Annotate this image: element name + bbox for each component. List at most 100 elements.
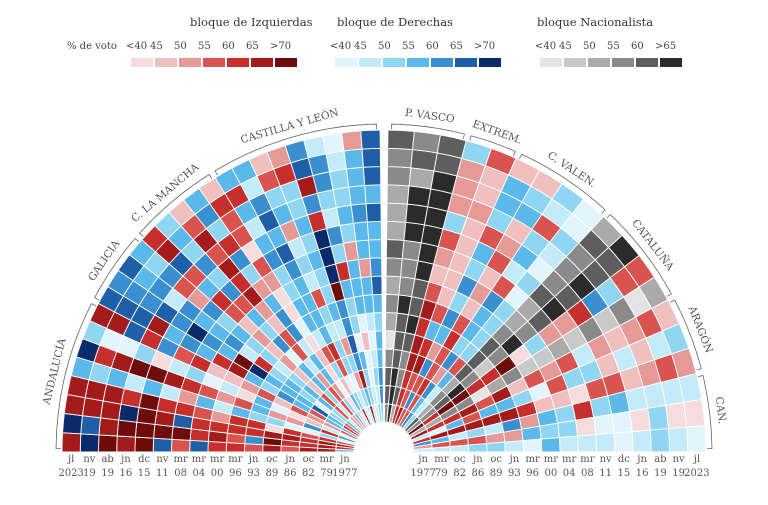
heatmap-cell bbox=[322, 132, 345, 155]
heatmap-cell bbox=[507, 157, 541, 187]
election-month-label: jn bbox=[509, 454, 520, 465]
heatmap-cell bbox=[410, 149, 438, 172]
heatmap-cell bbox=[82, 320, 108, 346]
election-year-label: 15 bbox=[618, 468, 631, 479]
election-labels: jl2023nv19ab19jn16dc15nv11mr08mr04mr00mr… bbox=[58, 454, 709, 479]
election-year-label: 11 bbox=[156, 468, 169, 479]
heatmap-cell bbox=[350, 203, 368, 224]
election-year-label: 15 bbox=[138, 468, 151, 479]
legend-swatch bbox=[407, 58, 429, 67]
legend-vote-label: % de voto bbox=[67, 41, 117, 52]
election-month-label: mr bbox=[434, 454, 448, 465]
heatmap-cell bbox=[370, 275, 383, 296]
heatmap-cell bbox=[386, 220, 407, 241]
heatmap-cell bbox=[374, 330, 384, 350]
heatmap-cell bbox=[373, 312, 383, 332]
heatmap-cell bbox=[335, 204, 355, 227]
election-year-label: 04 bbox=[193, 468, 206, 479]
legend-tick-label: 65 bbox=[246, 41, 259, 52]
election-year-label: 86 bbox=[472, 468, 485, 479]
legend-title-right: bloque de Derechas bbox=[337, 15, 453, 29]
heatmap-cell bbox=[360, 129, 381, 150]
legend-swatch bbox=[155, 58, 177, 67]
region-bracket bbox=[519, 153, 606, 214]
election-month-label: mr bbox=[210, 454, 224, 465]
heatmap-cell bbox=[207, 440, 228, 453]
election-year-label: 89 bbox=[266, 468, 279, 479]
heatmap-cell bbox=[369, 257, 383, 277]
heatmap-cell bbox=[345, 166, 366, 188]
heatmap-cell bbox=[116, 419, 138, 438]
region-label: ANDALUCÍA bbox=[39, 336, 69, 407]
election-month-label: mr bbox=[173, 454, 187, 465]
region-bracket bbox=[214, 123, 378, 176]
heatmap-cell bbox=[98, 417, 120, 437]
heatmap-cell bbox=[355, 239, 371, 260]
election-year-label: 1977 bbox=[410, 468, 435, 479]
election-month-label: jn bbox=[636, 454, 647, 465]
election-month-label: mr bbox=[192, 454, 206, 465]
heatmap-cell bbox=[328, 168, 350, 191]
region-label: ARAGÓN bbox=[685, 303, 716, 355]
election-year-label: 16 bbox=[120, 468, 133, 479]
heatmap-cell bbox=[631, 429, 652, 453]
region-bracket bbox=[697, 374, 713, 450]
heatmap-cell bbox=[629, 407, 651, 433]
legend-swatch bbox=[275, 58, 297, 67]
heatmap-cell bbox=[341, 130, 363, 152]
legend-tick-label: >70 bbox=[474, 41, 496, 52]
legend-swatch bbox=[479, 58, 501, 67]
election-month-label: nv bbox=[600, 454, 612, 465]
heatmap-cell bbox=[214, 167, 242, 194]
election-month-label: jn bbox=[248, 454, 259, 465]
election-month-label: mr bbox=[319, 454, 333, 465]
heatmap-cell bbox=[551, 183, 585, 215]
heatmap-cell bbox=[590, 215, 623, 249]
election-year-label: 93 bbox=[247, 468, 260, 479]
heatmap-cell bbox=[266, 144, 292, 170]
region-bracket bbox=[670, 299, 702, 371]
election-month-label: mr bbox=[544, 454, 558, 465]
legend-tick-label: 60 bbox=[631, 41, 644, 52]
election-month-label: jn bbox=[472, 454, 483, 465]
heatmap-cell bbox=[364, 184, 382, 205]
heatmap-cell bbox=[66, 374, 90, 399]
legend-tick-label: 50 bbox=[378, 41, 391, 52]
legend-tick-label: 45 bbox=[150, 41, 163, 52]
region-bracket bbox=[138, 173, 213, 237]
election-month-label: jn bbox=[339, 454, 350, 465]
election-year-label: 16 bbox=[636, 468, 649, 479]
election-month-label: mr bbox=[580, 454, 594, 465]
election-month-label: mr bbox=[228, 454, 242, 465]
election-year-label: 19 bbox=[672, 468, 685, 479]
election-month-label: oc bbox=[490, 454, 502, 465]
heatmap-cell bbox=[134, 421, 156, 439]
election-year-label: 11 bbox=[599, 468, 612, 479]
election-year-label: 19 bbox=[101, 468, 114, 479]
heatmap-cell bbox=[436, 134, 467, 159]
heatmap-cell bbox=[284, 139, 309, 164]
heatmap-cell bbox=[484, 147, 517, 176]
legend-swatch bbox=[359, 58, 381, 67]
heatmap-cell bbox=[332, 186, 352, 209]
election-month-label: dc bbox=[138, 454, 150, 465]
legend-swatch bbox=[540, 58, 562, 67]
legend-tick-label: >70 bbox=[270, 41, 292, 52]
legend-tick-label: 55 bbox=[607, 41, 620, 52]
heatmap-cell bbox=[152, 437, 173, 453]
heatmap-cell bbox=[231, 158, 258, 185]
election-year-label: 86 bbox=[284, 468, 297, 479]
heatmap-cell bbox=[303, 135, 327, 159]
heatmap-cell bbox=[385, 275, 402, 296]
heatmap-cell bbox=[386, 202, 408, 223]
legend-swatch bbox=[131, 58, 153, 67]
heatmap-cell bbox=[624, 254, 655, 288]
heatmap-cell bbox=[362, 166, 382, 186]
heatmap-cell bbox=[649, 428, 670, 453]
heatmap-cell bbox=[116, 435, 136, 453]
heatmap-cell bbox=[357, 257, 372, 279]
heatmap-cell bbox=[575, 416, 597, 437]
heatmap-cell bbox=[376, 348, 384, 368]
heatmap-cell bbox=[360, 275, 374, 297]
heatmap-cell bbox=[366, 220, 382, 241]
